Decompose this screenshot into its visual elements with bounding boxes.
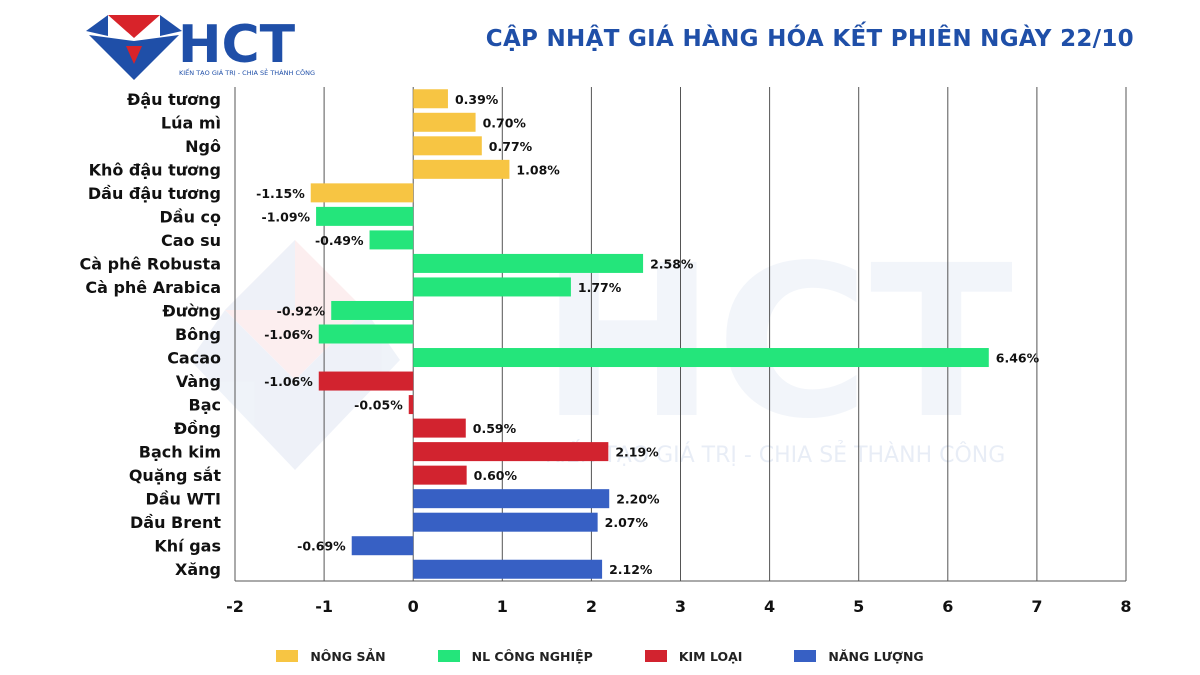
value-label: -0.05% xyxy=(354,398,403,413)
x-tick-label: 7 xyxy=(1031,597,1042,616)
chart-title: CẬP NHẬT GIÁ HÀNG HÓA KẾT PHIÊN NGÀY 22/… xyxy=(485,26,1134,52)
value-label: 0.60% xyxy=(474,468,518,483)
bar xyxy=(316,206,414,226)
category-label: Lúa mì xyxy=(161,113,221,132)
x-tick-label: 6 xyxy=(942,597,953,616)
bar xyxy=(413,348,989,368)
legend-swatch-kim-loai xyxy=(644,650,667,662)
hct-logo: HCT KIẾN TẠO GIÁ TRỊ - CHIA SẺ THÀNH CÔN… xyxy=(86,10,326,82)
value-label: 2.19% xyxy=(615,445,659,460)
bar xyxy=(369,230,414,250)
category-label: Khí gas xyxy=(154,537,221,556)
bar xyxy=(413,559,603,579)
value-label: 0.39% xyxy=(455,92,499,107)
logo-tagline: KIẾN TẠO GIÁ TRỊ - CHIA SẺ THÀNH CÔNG xyxy=(179,67,315,77)
bar xyxy=(413,512,598,532)
x-axis: -2 -1 0 1 2 3 4 5 6 7 8 xyxy=(226,580,1132,616)
category-label: Dầu đậu tương xyxy=(88,184,221,203)
legend-label-kim-loai: KIM LOẠI xyxy=(678,648,743,664)
value-label: 2.12% xyxy=(609,562,653,577)
category-label: Quặng sắt xyxy=(129,466,222,485)
category-label: Cà phê Robusta xyxy=(80,254,222,273)
x-tick-label: -1 xyxy=(315,597,333,616)
legend-swatch-nong-san xyxy=(276,650,299,662)
bar xyxy=(413,136,482,156)
legend-label-nong-san: NÔNG SẢN xyxy=(310,648,386,664)
value-label: -1.15% xyxy=(256,186,305,201)
category-label: Dầu cọ xyxy=(159,207,221,226)
bar xyxy=(408,395,414,415)
legend-item-kim-loai: KIM LOẠI xyxy=(644,646,743,666)
bar xyxy=(413,442,609,462)
bar xyxy=(413,489,610,509)
category-label: Cacao xyxy=(167,349,221,368)
category-label: Đậu tương xyxy=(127,90,221,109)
x-tick-label: 2 xyxy=(586,597,597,616)
category-label: Bạch kim xyxy=(139,443,221,462)
bar xyxy=(413,465,467,485)
value-label: 2.58% xyxy=(650,256,694,271)
value-label: 2.20% xyxy=(616,492,660,507)
category-label: Bạc xyxy=(189,396,221,415)
legend-item-nl-cong-nghiep: NL CÔNG NGHIỆP xyxy=(437,646,593,666)
value-label: 0.70% xyxy=(483,115,527,130)
x-tick-label: 8 xyxy=(1120,597,1131,616)
category-label: Dầu WTI xyxy=(145,490,221,509)
value-label: 2.07% xyxy=(605,515,649,530)
legend-swatch-nang-luong xyxy=(794,650,817,662)
value-label: 6.46% xyxy=(996,351,1040,366)
category-label: Xăng xyxy=(175,560,221,579)
bars xyxy=(310,89,989,579)
legend: NÔNG SẢN NL CÔNG NGHIỆP KIM LOẠI NĂNG LƯ… xyxy=(0,646,1200,666)
value-label: -1.06% xyxy=(264,374,313,389)
category-label: Đồng xyxy=(174,419,221,438)
value-label: 0.59% xyxy=(473,421,517,436)
logo-diamond-icon xyxy=(86,15,182,80)
category-label: Đường xyxy=(162,301,221,320)
category-label: Bông xyxy=(175,325,221,344)
legend-label-nang-luong: NĂNG LƯỢNG xyxy=(828,648,924,664)
bar xyxy=(413,418,466,438)
bar xyxy=(351,536,414,556)
category-label: Dầu Brent xyxy=(130,513,221,532)
value-label: 0.77% xyxy=(489,139,533,154)
bar xyxy=(413,253,644,273)
x-tick-label: 5 xyxy=(853,597,864,616)
value-label: -0.69% xyxy=(297,539,346,554)
category-label: Khô đậu tương xyxy=(89,160,221,179)
bar xyxy=(413,89,448,109)
logo-text: HCT xyxy=(178,15,296,75)
value-label: -0.92% xyxy=(277,303,326,318)
bar xyxy=(318,324,414,344)
bar xyxy=(318,371,414,391)
bar xyxy=(413,277,571,297)
bar xyxy=(310,183,414,203)
category-label: Cà phê Arabica xyxy=(85,278,221,297)
legend-item-nang-luong: NĂNG LƯỢNG xyxy=(794,646,924,666)
legend-item-nong-san: NÔNG SẢN xyxy=(276,646,386,666)
watermark-tagline: KIẾN TẠO GIÁ TRỊ - CHIA SẺ THÀNH CÔNG xyxy=(545,440,1005,468)
x-tick-label: -2 xyxy=(226,597,244,616)
category-labels: Đậu tương Lúa mì Ngô Khô đậu tương Dầu đậu t… xyxy=(80,90,222,579)
category-label: Cao su xyxy=(161,231,221,250)
value-label: 1.77% xyxy=(578,280,622,295)
x-tick-label: 0 xyxy=(408,597,419,616)
value-label: -1.06% xyxy=(264,327,313,342)
x-tick-label: 4 xyxy=(764,597,775,616)
bar xyxy=(413,159,510,179)
category-label: Vàng xyxy=(176,372,221,391)
bar xyxy=(331,300,414,320)
legend-label-nl-cong-nghiep: NL CÔNG NGHIỆP xyxy=(471,648,593,664)
value-label: 1.08% xyxy=(516,162,560,177)
legend-swatch-nl-cong-nghiep xyxy=(437,650,460,662)
x-tick-label: 1 xyxy=(497,597,508,616)
x-tick-label: 3 xyxy=(675,597,686,616)
value-labels: 0.39% 0.70% 0.77% 1.08% -1.15% -1.09% -0.49% 2.… xyxy=(256,92,1039,577)
value-label: -1.09% xyxy=(262,209,311,224)
category-label: Ngô xyxy=(185,137,221,156)
value-label: -0.49% xyxy=(315,233,364,248)
bar xyxy=(413,112,476,132)
